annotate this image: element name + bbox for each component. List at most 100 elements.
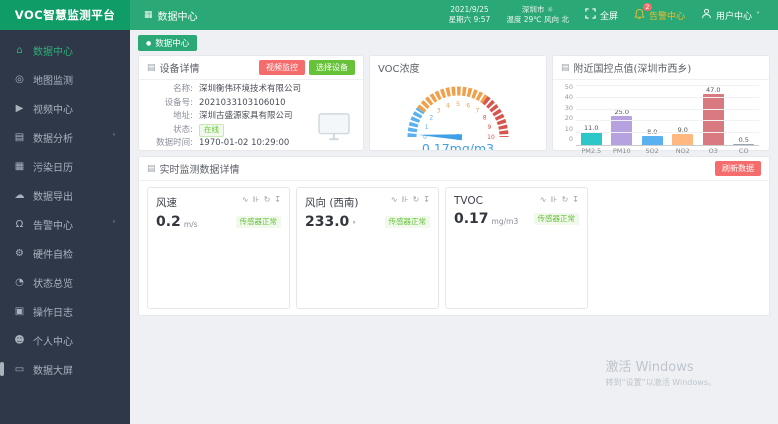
download-icon[interactable]: ↧ bbox=[423, 195, 430, 204]
video-icon: ▶ bbox=[15, 103, 24, 114]
select-device-button[interactable]: 选择设备 bbox=[309, 60, 355, 75]
x-tick-label: CO bbox=[738, 147, 749, 155]
gauge-tick-label: 0 bbox=[423, 134, 427, 141]
refresh-icon[interactable]: ↻ bbox=[263, 195, 271, 204]
card-icons: ∿ ⊪ ↻ ↧ bbox=[391, 195, 430, 204]
tab-label: 数据中心 bbox=[155, 39, 190, 49]
sidebar-item-video[interactable]: ▶ 视频中心 bbox=[0, 94, 130, 123]
sidebar-item-label: 地图监测 bbox=[33, 76, 73, 87]
realtime-data-panel: ▤ 实时监测数据详情 刷新数据 风速 ∿ ⊪ bbox=[138, 156, 770, 316]
user-center-button[interactable]: 用户中心 ˅ bbox=[701, 8, 760, 22]
gauge-tick-label: 9 bbox=[487, 124, 491, 131]
sensor-card-wind-speed: 风速 ∿ ⊪ ↻ ↧ 0.2 m/s 传感器正常 bbox=[147, 187, 290, 309]
device-field-row: 设备号: 2021033103106010 bbox=[147, 97, 355, 111]
sensor-card-tvoc: TVOC ∿ ⊪ ↻ ↧ 0.17 mg/m3 传感器正常 bbox=[445, 187, 588, 309]
trend-icon[interactable]: ∿ bbox=[241, 195, 249, 204]
sidebar-item-hardware[interactable]: ⚙ 硬件自检 bbox=[0, 239, 130, 268]
device-fields: 名称: 深圳衡伟环境技术有限公司 设备号: 2021033103106010 地址: 深圳… bbox=[139, 80, 363, 154]
trend-icon[interactable]: ∿ bbox=[390, 195, 398, 204]
top-menu-data-center[interactable]: ▦ 数据中心 bbox=[130, 0, 212, 30]
sidebar-item-analysis[interactable]: ▤ 数据分析 ˅ bbox=[0, 123, 130, 152]
chevron-down-icon: ˅ bbox=[112, 133, 116, 142]
refresh-icon[interactable]: ↻ bbox=[412, 195, 420, 204]
bar-chart-icon[interactable]: ⊪ bbox=[550, 195, 558, 204]
sidebar-item-label: 操作日志 bbox=[33, 308, 73, 319]
sensor-name: 风速 bbox=[156, 197, 177, 209]
sidebar-item-home[interactable]: ⌂ 数据中心 bbox=[0, 36, 130, 65]
trend-icon[interactable]: ∿ bbox=[539, 195, 547, 204]
sidebar-item-export[interactable]: ☁ 数据导出 bbox=[0, 181, 130, 210]
sidebar-item-bell[interactable]: Ω 告警中心 ˅ bbox=[0, 210, 130, 239]
download-icon[interactable]: ↧ bbox=[572, 195, 579, 204]
gauge-panel-title: VOC浓度 bbox=[378, 64, 420, 75]
analysis-icon: ▤ bbox=[14, 132, 25, 143]
panel-icon: ▤ bbox=[147, 62, 156, 73]
bar bbox=[641, 135, 663, 145]
windows-activation-watermark: 激活 Windows 转到“设置”以激活 Windows。 bbox=[605, 356, 716, 388]
sidebar-item-user[interactable]: ☻ 个人中心 bbox=[0, 326, 130, 355]
export-icon: ☁ bbox=[14, 190, 25, 201]
chart-panel-header: ▤ 附近国控点值(深圳市西乡) bbox=[553, 56, 769, 80]
alert-center-label: 告警中心 bbox=[648, 11, 685, 22]
sensor-value: 233.0 bbox=[305, 214, 350, 230]
sidebar-item-label: 视频中心 bbox=[33, 105, 73, 116]
realtime-panel-buttons: 刷新数据 bbox=[715, 161, 761, 176]
fullscreen-button[interactable]: 全屏 bbox=[585, 8, 618, 22]
gauge-wrap: 0 1 2 3 4 5 6 7 8 9 10 0.17mg/m3 bbox=[370, 75, 546, 150]
sidebar-item-label: 个人中心 bbox=[33, 337, 73, 348]
sidebar-item-screen[interactable]: ▭ 数据大屏 bbox=[0, 355, 130, 384]
refresh-data-button[interactable]: 刷新数据 bbox=[715, 161, 761, 176]
bar-value-label: 0.5 bbox=[738, 136, 749, 144]
x-tick-label: SO2 bbox=[645, 147, 659, 155]
monitor-icon bbox=[315, 112, 353, 145]
bar-chart-icon[interactable]: ⊪ bbox=[252, 195, 260, 204]
sidebar-item-log[interactable]: ▣ 操作日志 bbox=[0, 297, 130, 326]
gridline bbox=[576, 120, 759, 122]
bar bbox=[580, 132, 602, 145]
sidebar-item-map[interactable]: ◎ 地图监测 bbox=[0, 65, 130, 94]
panel-icon: ▤ bbox=[147, 163, 156, 174]
sidebar-item-calendar[interactable]: ▦ 污染日历 bbox=[0, 152, 130, 181]
sensor-value: 0.17 bbox=[454, 211, 489, 227]
gauge-segment bbox=[417, 86, 488, 113]
time-text: 星期六 9:57 bbox=[448, 15, 491, 24]
sensor-unit: m/s bbox=[183, 219, 198, 229]
device-panel-header: ▤ 设备详情 视频监控 选择设备 bbox=[139, 56, 363, 80]
video-monitor-button[interactable]: 视频监控 bbox=[259, 60, 305, 75]
weather-display: 深圳市 ☼ 温度 29℃ 风向 北 bbox=[506, 5, 569, 25]
sensor-status-badge: 传感器正常 bbox=[384, 216, 430, 228]
gridline bbox=[576, 132, 759, 134]
refresh-icon[interactable]: ↻ bbox=[561, 195, 569, 204]
log-icon: ▣ bbox=[14, 306, 25, 317]
bar-value-label: 47.0 bbox=[706, 86, 721, 94]
bar-chart-icon[interactable]: ⊪ bbox=[401, 195, 409, 204]
bar-value-label: 8.0 bbox=[647, 128, 657, 136]
x-tick-label: PM10 bbox=[612, 147, 631, 155]
chart-plot-wrap: 11.0 25.0 8.0 9.0 47.0 0.5 PM2.5 PM10 SO2 NO2 O3 C… bbox=[576, 85, 759, 155]
gridline bbox=[576, 96, 759, 98]
alert-center-button[interactable]: 2 告警中心 bbox=[634, 2, 685, 23]
app-logo: VOC智慧监测平台 bbox=[0, 0, 130, 30]
sensor-value: 0.2 bbox=[156, 214, 181, 230]
top-panels-row: ▤ 设备详情 视频监控 选择设备 名称: 深圳衡伟环境技术有限公司 设备号: 2021… bbox=[138, 55, 770, 155]
weather-city: 深圳市 ☼ bbox=[521, 5, 554, 14]
field-value: 1970-01-02 10:29:00 bbox=[199, 138, 290, 148]
map-icon: ◎ bbox=[15, 74, 24, 85]
bar-column: 11.0 bbox=[576, 86, 607, 145]
device-field-row: 状态: 在线 bbox=[147, 123, 355, 137]
sidebar-item-label: 数据分析 bbox=[33, 134, 73, 145]
gauge-tick-label: 1 bbox=[425, 124, 429, 131]
card-icons: ∿ ⊪ ↻ ↧ bbox=[540, 195, 579, 204]
realtime-panel-title: ▤ 实时监测数据详情 bbox=[147, 161, 240, 177]
sidebar-item-status[interactable]: ◔ 状态总览 bbox=[0, 268, 130, 297]
download-icon[interactable]: ↧ bbox=[274, 195, 281, 204]
tab-data-center[interactable]: ● 数据中心 bbox=[138, 35, 198, 51]
bar bbox=[672, 134, 694, 145]
sidebar-scrollbar-thumb[interactable] bbox=[0, 362, 4, 376]
x-tick-label: PM2.5 bbox=[581, 147, 602, 155]
gridline bbox=[576, 85, 759, 86]
gauge-tick-label: 3 bbox=[437, 107, 441, 114]
field-label: 状态: bbox=[173, 124, 193, 135]
